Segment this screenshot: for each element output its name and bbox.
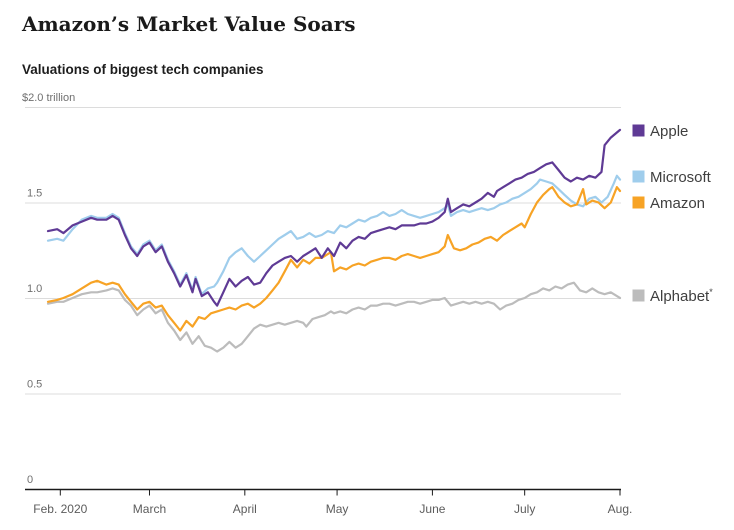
- legend-item-apple: Apple: [632, 123, 688, 140]
- legend-swatch-apple-icon: [632, 124, 645, 137]
- series-line-microsoft: [46, 174, 622, 296]
- series-line-apple: [46, 128, 622, 307]
- x-axis-label: Aug.: [608, 502, 633, 516]
- legend-label: Microsoft: [650, 169, 712, 186]
- chart-title: Amazon’s Market Value Soars: [22, 12, 356, 36]
- legend-item-amazon: Amazon: [632, 195, 705, 212]
- y-axis-label: 0.5: [27, 379, 42, 391]
- x-axis-label: Feb. 2020: [33, 502, 87, 516]
- series-line-amazon: [46, 186, 622, 332]
- x-axis-label: June: [419, 502, 445, 516]
- y-axis-label: 1.0: [27, 283, 42, 295]
- x-axis-label: July: [514, 502, 535, 516]
- legend-label: Alphabet*: [650, 287, 713, 305]
- series-line-alphabet: [46, 281, 622, 353]
- y-axis-label: $2.0 trillion: [22, 92, 75, 104]
- legend-swatch-amazon-icon: [632, 196, 645, 209]
- y-axis-label: 1.5: [27, 188, 42, 200]
- legend-label: Apple: [650, 123, 688, 140]
- legend-label: Amazon: [650, 195, 705, 212]
- legend-item-alphabet: Alphabet*: [632, 287, 713, 305]
- y-axis-label: 0: [27, 474, 33, 486]
- legend-item-microsoft: Microsoft: [632, 169, 712, 186]
- legend-swatch-microsoft-icon: [632, 170, 645, 183]
- x-axis-label: May: [326, 502, 349, 516]
- x-axis-label: April: [233, 502, 257, 516]
- legend-swatch-alphabet-icon: [632, 289, 645, 302]
- x-axis-label: March: [133, 502, 166, 516]
- chart-subtitle: Valuations of biggest tech companies: [22, 62, 264, 77]
